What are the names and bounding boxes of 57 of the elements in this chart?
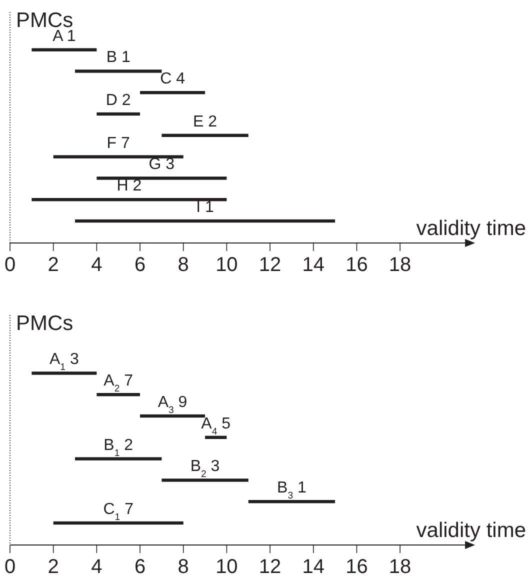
y-tick-label: C 4 (160, 70, 186, 88)
x-axis-title: validity time (416, 217, 526, 240)
bar (32, 198, 227, 202)
x-tick-label: 14 (302, 254, 325, 276)
x-tick-label: 2 (48, 254, 59, 276)
y-tick-label: B$_{3}$ 1 (277, 480, 306, 502)
bar (162, 134, 248, 137)
x-tick-label: 10 (216, 254, 238, 276)
bar (248, 500, 336, 504)
y-tick-label: H 2 (116, 178, 142, 195)
y-tick-label: D 2 (106, 92, 131, 109)
x-tick-label: 8 (178, 556, 189, 578)
x-tick-label: 16 (346, 556, 368, 578)
bar (32, 372, 97, 375)
bar (32, 48, 97, 52)
y-tick-label: I 1 (196, 199, 214, 216)
bar (205, 436, 227, 439)
y-tick-label: A$_{1}$ 3 (49, 351, 79, 373)
bar (75, 219, 336, 223)
x-tick-label: 14 (302, 556, 325, 578)
y-tick-label: B 1 (106, 49, 130, 66)
y-tick-label: B$_{1}$ 2 (104, 436, 134, 458)
x-tick-label: 0 (4, 254, 16, 276)
bar (96, 112, 140, 116)
bar (53, 521, 184, 525)
y-tick-label: B$_{2}$ 3 (190, 458, 220, 480)
bar (75, 70, 162, 73)
bar (96, 176, 227, 180)
x-tick-label: 2 (48, 556, 59, 578)
x-tick-label: 0 (4, 556, 16, 578)
y-tick-label: C$_{1}$ 7 (103, 501, 134, 522)
y-tick-label: A 1 (52, 28, 76, 45)
x-tick-label: 18 (388, 254, 412, 276)
bar (140, 414, 206, 418)
x-tick-label: 10 (216, 556, 238, 578)
y-tick-label: G 3 (148, 156, 175, 174)
x-tick-label: 18 (388, 556, 412, 578)
bar (53, 155, 184, 158)
y-tick-label: A$_{3}$ 9 (158, 394, 188, 416)
bar (162, 478, 248, 482)
bar (75, 457, 162, 460)
bar (96, 393, 140, 396)
x-tick-label: 6 (134, 556, 146, 578)
x-tick-label: 12 (258, 556, 282, 578)
y-tick-label: E 2 (193, 113, 218, 130)
x-tick-label: 16 (346, 254, 368, 276)
y-axis-title: PMCs (16, 312, 74, 335)
y-tick-label: F 7 (106, 134, 130, 152)
x-tick-label: 4 (91, 254, 102, 276)
x-tick-label: 8 (178, 254, 189, 276)
y-tick-label: A$_{2}$ 7 (104, 372, 134, 394)
bar (140, 91, 206, 94)
y-tick-label: A$_{4}$ 5 (201, 415, 231, 437)
x-tick-label: 4 (91, 556, 102, 578)
x-tick-label: 12 (258, 254, 282, 276)
x-tick-label: 6 (134, 254, 146, 276)
x-axis-title: validity time (416, 519, 526, 542)
